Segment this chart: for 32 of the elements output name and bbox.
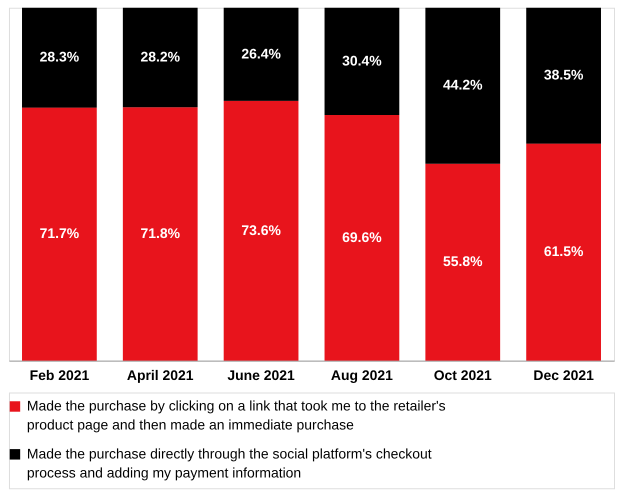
data-label: 61.5% bbox=[544, 243, 584, 260]
data-label: 30.4% bbox=[342, 52, 382, 68]
legend-label: Made the purchase directly through the social platform's checkout process and adding my payment information bbox=[26, 445, 432, 480]
bar bbox=[122, 107, 198, 361]
legend-label: Made the purchase by clicking on a link that took me to the retailer's product page and then made an immediate purchase bbox=[26, 397, 446, 432]
data-label: 28.3% bbox=[40, 48, 80, 65]
x-tick-label: Feb 2021 bbox=[30, 367, 90, 384]
data-label: 38.5% bbox=[544, 66, 584, 83]
bar bbox=[224, 8, 298, 101]
bar bbox=[324, 115, 400, 361]
x-tick-label: April 2021 bbox=[126, 367, 194, 384]
data-label: 71.8% bbox=[140, 224, 181, 241]
data-label: 44.2% bbox=[443, 76, 484, 93]
data-label: 28.2% bbox=[140, 48, 181, 65]
x-tick-label: Oct 2021 bbox=[434, 367, 492, 384]
x-tick-label: June 2021 bbox=[227, 367, 296, 384]
data-label: 26.4% bbox=[241, 45, 282, 62]
bar bbox=[425, 164, 500, 361]
bar bbox=[526, 144, 601, 361]
bar bbox=[122, 8, 198, 108]
data-label: 71.7% bbox=[40, 225, 80, 242]
bar bbox=[425, 8, 500, 164]
x-tick-label: Dec 2021 bbox=[533, 367, 594, 384]
x-tick-label: Aug 2021 bbox=[330, 367, 394, 384]
bar bbox=[22, 8, 97, 108]
data-label: 73.6% bbox=[241, 222, 282, 238]
bar bbox=[224, 100, 298, 361]
data-label: 69.6% bbox=[342, 228, 382, 245]
bar bbox=[324, 8, 400, 116]
data-label: 55.8% bbox=[443, 253, 484, 270]
bar bbox=[22, 108, 97, 361]
bar bbox=[526, 8, 601, 144]
